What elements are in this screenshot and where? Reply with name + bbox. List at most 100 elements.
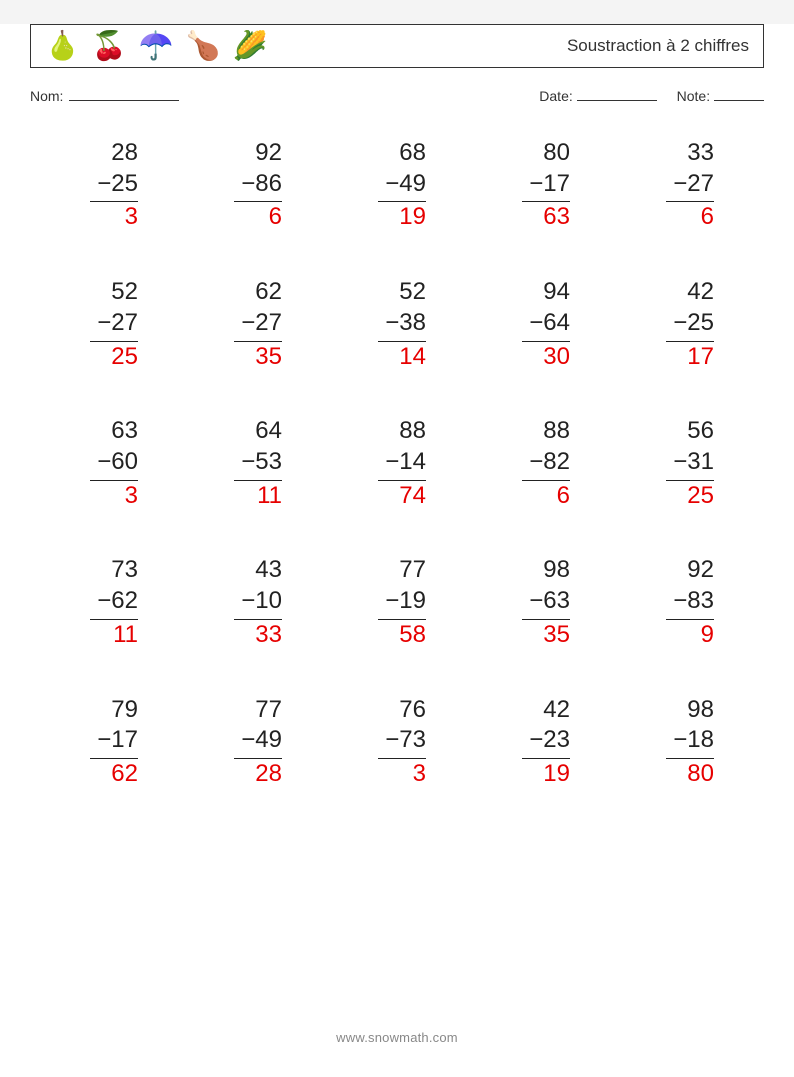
subtrahend-value: 64 xyxy=(543,309,570,336)
answer: 25 xyxy=(111,342,138,373)
date-blank[interactable] xyxy=(577,86,657,101)
grade-blank[interactable] xyxy=(714,86,764,101)
minus-icon: − xyxy=(673,726,687,753)
answer: 3 xyxy=(125,202,138,233)
problem-1: 28−25 3 xyxy=(42,138,176,233)
subtrahend-value: 27 xyxy=(255,309,282,336)
subtrahend: −62 xyxy=(90,586,138,620)
minus-icon: − xyxy=(673,309,687,336)
minuend: 79 xyxy=(111,695,138,726)
answer: 62 xyxy=(111,759,138,790)
subtrahend: −86 xyxy=(234,169,282,203)
problem-21: 79−17 62 xyxy=(42,695,176,790)
subtrahend-value: 73 xyxy=(399,726,426,753)
subtrahend-value: 49 xyxy=(399,170,426,197)
subtrahend-value: 23 xyxy=(543,726,570,753)
problem-14: 88−826 xyxy=(474,416,608,511)
pear-icon: 🍐 xyxy=(45,32,80,60)
subtrahend-value: 17 xyxy=(111,726,138,753)
minus-icon: − xyxy=(241,448,255,475)
cherries-icon: 🍒 xyxy=(92,32,127,60)
subtrahend-value: 27 xyxy=(111,309,138,336)
minus-icon: − xyxy=(385,448,399,475)
answer: 19 xyxy=(543,759,570,790)
problem-8: 52−3814 xyxy=(330,277,464,372)
minuend: 28 xyxy=(111,138,138,169)
subtrahend-value: 25 xyxy=(111,170,138,197)
answer: 74 xyxy=(399,481,426,512)
name-blank[interactable] xyxy=(69,86,179,101)
umbrella-icon: ☂️ xyxy=(139,32,174,60)
subtrahend-value: 25 xyxy=(687,309,714,336)
problem-6: 52−2725 xyxy=(42,277,176,372)
minus-icon: − xyxy=(97,726,111,753)
subtrahend: −18 xyxy=(666,725,714,759)
minuend: 52 xyxy=(399,277,426,308)
minus-icon: − xyxy=(385,170,399,197)
minus-icon: − xyxy=(97,170,111,197)
minuend: 62 xyxy=(255,277,282,308)
minus-icon: − xyxy=(529,309,543,336)
corn-icon: 🌽 xyxy=(233,32,268,60)
minuend: 92 xyxy=(687,555,714,586)
minuend: 76 xyxy=(399,695,426,726)
minus-icon: − xyxy=(529,170,543,197)
subtrahend: −49 xyxy=(234,725,282,759)
subtrahend: −27 xyxy=(666,169,714,203)
subtrahend-value: 82 xyxy=(543,448,570,475)
minus-icon: − xyxy=(673,448,687,475)
poultry-icon: 🍗 xyxy=(186,32,221,60)
subtrahend-value: 60 xyxy=(111,448,138,475)
worksheet-page: 🍐 🍒 ☂️ 🍗 🌽 Soustraction à 2 chiffres Nom… xyxy=(0,24,794,1077)
subtrahend: −82 xyxy=(522,447,570,481)
problem-20: 92−839 xyxy=(618,555,752,650)
problem-9: 94−6430 xyxy=(474,277,608,372)
minuend: 88 xyxy=(399,416,426,447)
problem-23: 76−733 xyxy=(330,695,464,790)
problem-24: 42−2319 xyxy=(474,695,608,790)
date-field: Date: xyxy=(539,86,656,104)
minus-icon: − xyxy=(97,448,111,475)
subtrahend: −10 xyxy=(234,586,282,620)
subtrahend: −53 xyxy=(234,447,282,481)
subtrahend: −73 xyxy=(378,725,426,759)
header-box: 🍐 🍒 ☂️ 🍗 🌽 Soustraction à 2 chiffres xyxy=(30,24,764,68)
answer: 6 xyxy=(557,481,570,512)
problem-22: 77−4928 xyxy=(186,695,320,790)
minuend: 42 xyxy=(543,695,570,726)
problem-12: 64−5311 xyxy=(186,416,320,511)
minuend: 94 xyxy=(543,277,570,308)
problem-17: 43−1033 xyxy=(186,555,320,650)
minuend: 98 xyxy=(543,555,570,586)
answer: 3 xyxy=(413,759,426,790)
problem-13: 88−1474 xyxy=(330,416,464,511)
answer: 80 xyxy=(687,759,714,790)
minus-icon: − xyxy=(97,309,111,336)
minuend: 43 xyxy=(255,555,282,586)
subtrahend-value: 31 xyxy=(687,448,714,475)
subtrahend-value: 18 xyxy=(687,726,714,753)
subtrahend: −27 xyxy=(90,308,138,342)
minuend: 88 xyxy=(543,416,570,447)
subtrahend: −60 xyxy=(90,447,138,481)
minuend: 52 xyxy=(111,277,138,308)
answer: 63 xyxy=(543,202,570,233)
minus-icon: − xyxy=(385,309,399,336)
minus-icon: − xyxy=(241,170,255,197)
problem-2: 92−866 xyxy=(186,138,320,233)
problem-7: 62−2735 xyxy=(186,277,320,372)
subtrahend: −14 xyxy=(378,447,426,481)
answer: 17 xyxy=(687,342,714,373)
answer: 11 xyxy=(113,620,138,651)
subtrahend-value: 19 xyxy=(399,587,426,614)
answer: 3 xyxy=(125,481,138,512)
minus-icon: − xyxy=(385,726,399,753)
minuend: 42 xyxy=(687,277,714,308)
subtrahend-value: 86 xyxy=(255,170,282,197)
minuend: 33 xyxy=(687,138,714,169)
minuend: 80 xyxy=(543,138,570,169)
subtrahend: −17 xyxy=(522,169,570,203)
grade-label: Note: xyxy=(677,88,710,104)
answer: 35 xyxy=(255,342,282,373)
minus-icon: − xyxy=(97,587,111,614)
